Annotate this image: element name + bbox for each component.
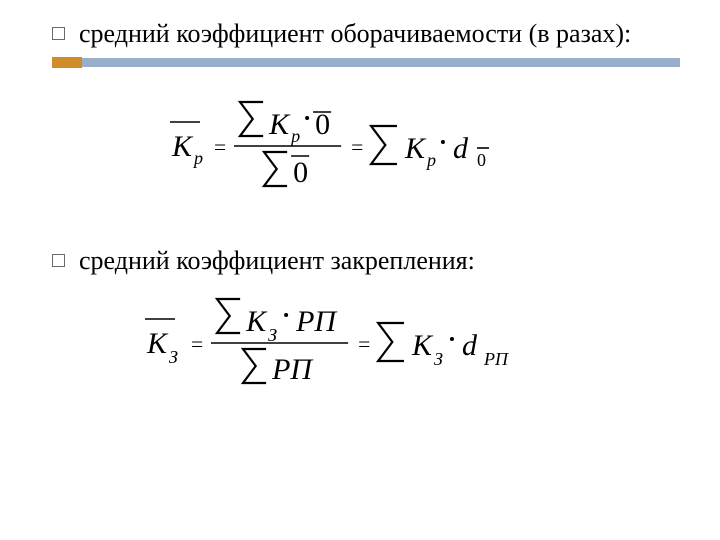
svg-text:d: d <box>453 132 469 165</box>
svg-text:0: 0 <box>477 150 486 170</box>
divider-accent <box>52 57 82 68</box>
svg-text:З: З <box>268 325 277 345</box>
svg-text:0: 0 <box>293 156 308 189</box>
svg-text:РП: РП <box>295 305 338 338</box>
formula-2: КЗ=КЗРПРП=КЗdРП <box>52 283 680 408</box>
svg-text:р: р <box>289 126 300 146</box>
svg-text:=: = <box>351 135 363 159</box>
svg-text:К: К <box>146 327 169 360</box>
svg-text:р: р <box>425 150 436 170</box>
bullet-item-1: средний коэффициент оборачиваемости (в р… <box>52 18 680 51</box>
bullet-text-1: средний коэффициент оборачиваемости (в р… <box>79 18 631 51</box>
svg-text:0: 0 <box>315 108 330 141</box>
svg-text:К: К <box>411 329 434 362</box>
svg-text:=: = <box>358 332 370 356</box>
bullet-item-2: средний коэффициент закрепления: <box>52 245 680 278</box>
svg-text:К: К <box>245 305 268 338</box>
svg-text:З: З <box>434 349 443 369</box>
svg-text:d: d <box>462 329 478 362</box>
svg-text:К: К <box>171 130 194 163</box>
formula-2-svg: КЗ=КЗРПРП=КЗdРП <box>141 283 591 403</box>
svg-text:РП: РП <box>483 349 509 369</box>
bullet-square-icon <box>52 27 65 40</box>
slide: средний коэффициент оборачиваемости (в р… <box>0 0 720 540</box>
svg-text:К: К <box>268 108 291 141</box>
svg-text:К: К <box>404 132 427 165</box>
divider <box>52 57 680 68</box>
formula-1: Кр=Кр00=Крd0 <box>52 86 680 211</box>
svg-text:З: З <box>169 347 178 367</box>
svg-text:=: = <box>214 135 226 159</box>
bullet-square-icon <box>52 254 65 267</box>
bullet-text-2: средний коэффициент закрепления: <box>79 245 475 278</box>
formula-1-svg: Кр=Кр00=Крd0 <box>166 86 566 206</box>
svg-text:РП: РП <box>271 353 314 386</box>
svg-text:р: р <box>192 148 203 168</box>
divider-bar <box>82 58 680 67</box>
svg-text:=: = <box>191 332 203 356</box>
